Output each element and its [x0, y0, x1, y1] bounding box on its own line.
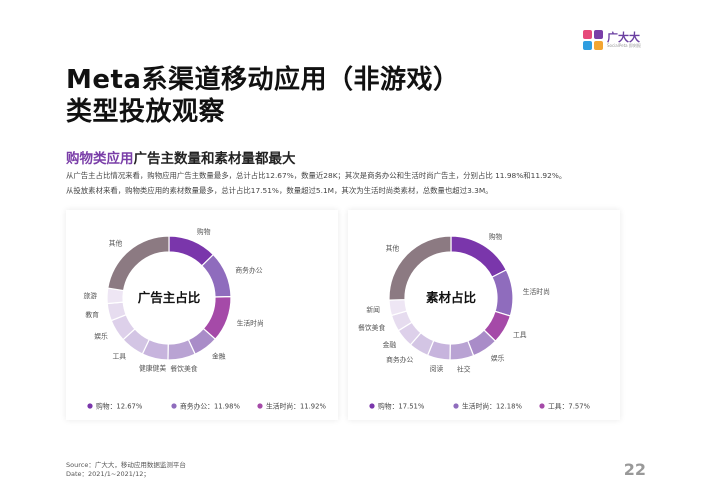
- description-line-2: 从投放素材来看，购物类应用的素材数量最多，总计占比17.51%，数量超过5.1M…: [66, 186, 493, 195]
- date-line: Date：2021/1~2021/12；: [66, 469, 150, 478]
- legend-entry: 生活时尚：12.18%: [462, 402, 522, 411]
- source-note: Source：广大大，移动应用数据监测平台 Date：2021/1~2021/1…: [66, 461, 186, 478]
- slice-label: 新闻: [366, 305, 380, 314]
- slice-label: 购物: [489, 232, 503, 241]
- description-line-1: 从广告主占比情况来看，购物应用广告主数量最多，总计占比12.67%，数量近28K…: [66, 171, 567, 180]
- slice-label: 娱乐: [94, 331, 108, 340]
- legend-entry: 工具：7.57%: [548, 403, 591, 411]
- legend-swatch: [453, 403, 459, 409]
- slice-label: 生活时尚: [237, 318, 264, 327]
- slice-label: 商务办公: [235, 266, 262, 275]
- donut-slice: [491, 269, 514, 317]
- logo-name: 广大大: [607, 31, 640, 44]
- donut-slice: [201, 253, 232, 298]
- slice-label: 金融: [212, 351, 226, 360]
- slice-label: 金融: [383, 340, 397, 349]
- slice-label: 工具: [513, 331, 527, 339]
- slice-label: 其他: [109, 239, 123, 248]
- legend-entry: 购物：12.67%: [96, 402, 143, 411]
- slice-label: 旅游: [83, 291, 97, 300]
- slice-label: 其他: [386, 243, 400, 252]
- page-number: 22: [623, 460, 646, 479]
- slice-label: 娱乐: [491, 353, 505, 362]
- donut-slice: [107, 235, 170, 292]
- subtitle-rest: 广告主数量和素材量都最大: [133, 151, 296, 167]
- section-subtitle: 购物类应用广告主数量和素材量都最大: [66, 147, 296, 167]
- slice-label: 购物: [197, 227, 211, 236]
- legend-swatch: [257, 403, 263, 409]
- legend-swatch: [171, 403, 177, 409]
- source-line: Source：广大大，移动应用数据监测平台: [66, 461, 186, 469]
- legend-swatch: [539, 403, 545, 409]
- brand-logo: 广大大 SocialPeta 即刻报: [583, 30, 641, 50]
- slice-label: 阅读: [430, 364, 444, 373]
- chart-card-creatives: 购物生活时尚工具娱乐社交 阅读 商务办公 金融 餐饮美食 新闻 其他素材占比购物：17.51…: [348, 210, 620, 420]
- legend-entry: 购物：17.51%: [378, 402, 425, 411]
- legend-entry: 生活时尚：11.92%: [266, 402, 326, 411]
- slice-label: 生活时尚: [523, 287, 550, 296]
- logo-subtitle: SocialPeta 即刻报: [607, 43, 641, 48]
- page-title-line1: Meta系渠道移动应用（非游戏）: [66, 65, 460, 95]
- legend-swatch: [87, 403, 93, 409]
- slice-label: 工具: [112, 352, 126, 360]
- page-title: Meta系渠道移动应用（非游戏） 类型投放观察: [66, 64, 459, 128]
- donut-slice: [388, 235, 452, 301]
- slice-label: 餐饮美食: [358, 323, 385, 332]
- donut-slice: [450, 235, 508, 278]
- slice-label: 社交: [457, 364, 471, 373]
- logo-mark-icon: [583, 30, 603, 50]
- chart-card-advertisers: 购物商务办公生活时尚金融餐饮美食 健康健美 工具 娱乐 教育 旅游 其他广告主占比购物：12…: [66, 210, 338, 420]
- slice-label: 餐饮美食: [170, 364, 197, 373]
- legend-entry: 商务办公：11.98%: [180, 402, 240, 411]
- slice-label: 商务办公: [386, 355, 413, 364]
- page-title-line2: 类型投放观察: [66, 97, 226, 127]
- subtitle-highlight: 购物类应用: [66, 151, 134, 167]
- legend-swatch: [369, 403, 375, 409]
- donut-center-title: 素材占比: [426, 290, 477, 305]
- slice-label: 教育: [85, 310, 99, 319]
- donut-center-title: 广告主占比: [138, 290, 201, 305]
- slice-label: 健康健美: [139, 364, 166, 373]
